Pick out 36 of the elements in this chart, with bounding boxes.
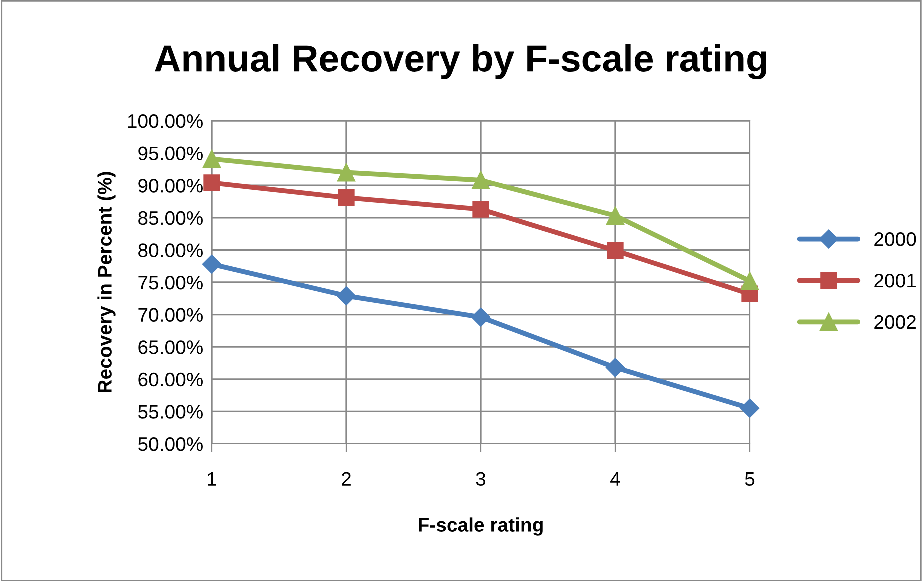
point xyxy=(740,272,760,290)
legend-label: 2002 xyxy=(874,315,916,330)
y-tick-label: 70.00% xyxy=(138,308,203,322)
point xyxy=(204,174,220,192)
x-axis-title: F-scale rating xyxy=(419,518,543,536)
y-tick-label: 100.00% xyxy=(128,114,203,128)
point xyxy=(472,201,490,218)
y-axis-title: Recovery in Percent (%) xyxy=(98,172,116,392)
point xyxy=(471,308,491,327)
point xyxy=(606,206,625,225)
point xyxy=(338,190,355,206)
x-tick-label: 4 xyxy=(610,472,620,486)
point xyxy=(202,254,222,274)
y-tick-label: 75.00% xyxy=(138,276,203,290)
point xyxy=(740,398,760,418)
x-tick-label: 1 xyxy=(208,472,216,486)
y-tick-label: 95.00% xyxy=(138,146,203,161)
x-tick-label: 3 xyxy=(476,472,486,486)
y-tick-label: 65.00% xyxy=(138,340,203,354)
x-tick-label: 5 xyxy=(745,472,755,486)
y-tick-label: 80.00% xyxy=(138,244,203,258)
x-tick-label: 2 xyxy=(342,472,351,486)
point xyxy=(202,150,222,168)
y-tick-label: 50.00% xyxy=(138,437,203,452)
y-tick-label: 55.00% xyxy=(138,405,203,419)
point xyxy=(472,171,490,190)
point xyxy=(337,164,356,182)
y-tick-label: 60.00% xyxy=(138,372,203,387)
point xyxy=(607,242,624,260)
legend-label: 2000 xyxy=(874,232,916,246)
y-tick-label: 90.00% xyxy=(138,179,203,193)
point xyxy=(336,286,356,306)
point xyxy=(606,358,626,378)
legend-label: 2001 xyxy=(874,274,916,288)
chart-title: Annual Recovery by F-scale rating xyxy=(155,44,766,80)
y-tick-label: 85.00% xyxy=(138,211,203,226)
